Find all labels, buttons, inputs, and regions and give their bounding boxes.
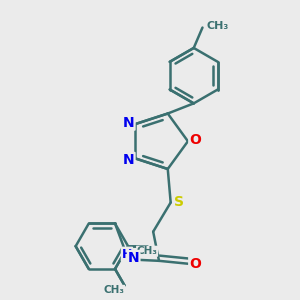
Text: CH₃: CH₃ [136, 246, 158, 256]
Text: CH₃: CH₃ [207, 21, 229, 31]
Text: S: S [174, 195, 184, 208]
Text: O: O [189, 257, 201, 271]
Text: H: H [122, 248, 132, 261]
Text: CH₃: CH₃ [103, 285, 124, 296]
Text: O: O [189, 133, 201, 147]
Text: N: N [128, 251, 140, 265]
Text: N: N [123, 153, 135, 167]
Text: N: N [123, 116, 135, 130]
